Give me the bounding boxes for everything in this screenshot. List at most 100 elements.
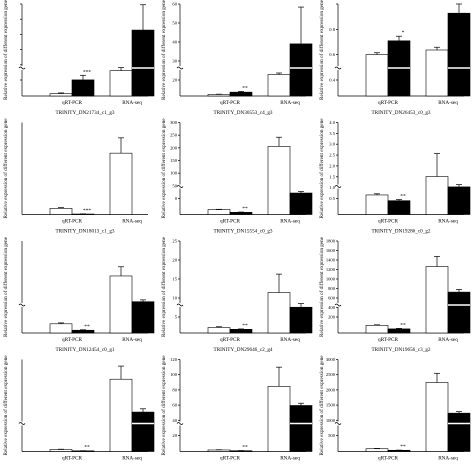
y-axis-label: Relative expression of different express… [160, 118, 167, 219]
significance-label: ** [242, 206, 248, 212]
y-axis-label: Relative expression of different express… [318, 0, 325, 100]
bar [447, 291, 471, 334]
bar [207, 94, 231, 97]
bar [447, 12, 471, 97]
bar [425, 49, 449, 97]
bar [425, 266, 449, 334]
x-tick-label: RNA-seq [280, 100, 300, 106]
bar [229, 329, 253, 334]
panel-title: TRINITY_DN18013_c1_g3 [55, 229, 114, 235]
y-axis-label: Relative expression of different express… [2, 355, 9, 456]
bar [267, 292, 291, 334]
chart-panel-8: Relative expression of different express… [160, 236, 313, 353]
axis-break-mark [334, 422, 342, 425]
chart-panel-10: Relative expression of different express… [2, 355, 155, 462]
bar [229, 212, 253, 215]
bar [71, 329, 95, 334]
axis-break-mark [18, 303, 26, 307]
y-tick-label: 4.0 [329, 120, 335, 125]
y-tick-label: 150 [170, 158, 178, 163]
x-tick-label: qRT-PCR [378, 337, 399, 343]
bar [229, 91, 253, 97]
y-tick-label: 0.5 [329, 196, 335, 201]
significance-label: ** [400, 194, 406, 200]
x-tick-label: RNA-seq [122, 100, 142, 106]
y-axis-label: Relative expression of different express… [318, 118, 325, 219]
y-tick-label: 600 [328, 296, 336, 301]
bar [49, 449, 73, 452]
y-tick-label: 1600 [326, 248, 336, 253]
significance-label: ** [400, 322, 406, 328]
bar [425, 382, 449, 452]
y-tick-label: 1000 [326, 418, 336, 423]
x-tick-label: qRT-PCR [220, 100, 241, 106]
chart-panel-12: Relative expression of different express… [318, 355, 471, 462]
x-tick-label: qRT-PCR [378, 456, 399, 462]
y-tick-label: 40 [172, 40, 177, 45]
chart-panel-6: Relative expression of different express… [318, 118, 471, 235]
x-tick-label: qRT-PCR [62, 337, 83, 343]
panel-title: TRINITY_DN21734_c1_g3 [55, 110, 114, 116]
y-tick-label: 800 [328, 286, 336, 291]
y-tick-label: 120 [170, 357, 178, 362]
y-tick-label: 80 [172, 387, 177, 392]
axis-break-mark [18, 422, 26, 425]
bar [109, 275, 133, 334]
chart-panel-1: Relative expression of different express… [2, 0, 155, 116]
y-tick-label: 20 [172, 258, 177, 263]
y-tick-label: 50 [172, 21, 177, 26]
x-tick-label: RNA-seq [438, 337, 458, 343]
bar [387, 328, 411, 334]
panel-title: TRINITY_DN12454_c0_g1 [55, 347, 114, 353]
y-tick-label: 0.8 [329, 27, 335, 32]
y-tick-label: 500 [328, 433, 336, 438]
y-axis-label: Relative expression of different express… [2, 118, 9, 219]
bar [289, 192, 313, 215]
y-tick-label: 3.5 [329, 131, 335, 136]
x-tick-label: qRT-PCR [220, 337, 241, 343]
y-tick-label: 1000 [326, 277, 336, 282]
bar [109, 378, 133, 452]
bar [49, 93, 73, 97]
bar [207, 327, 231, 334]
bar [289, 306, 313, 334]
panel-title: TRINITY_DN26453_c0_g3 [371, 110, 430, 116]
panel-title: TRINITY_DN15554_c0_g3 [213, 229, 272, 235]
bar [109, 70, 133, 97]
significance-label: *** [83, 208, 92, 214]
y-tick-label: 0 [175, 196, 178, 201]
chart-panel-7: Relative expression of different express… [2, 236, 155, 353]
bar [425, 176, 449, 215]
axis-break-mark [18, 66, 26, 70]
x-tick-label: qRT-PCR [62, 100, 83, 106]
x-tick-label: RNA-seq [122, 219, 142, 225]
panel-title: TRINITY_DN30553_c4_g3 [213, 110, 272, 116]
significance-label: ** [242, 445, 248, 451]
y-tick-label: 0.6 [329, 52, 335, 57]
x-tick-label: qRT-PCR [378, 100, 399, 106]
panel-title: TRINITY_DN19286_c0_g2 [371, 229, 430, 235]
y-axis-label: Relative expression of different express… [160, 0, 167, 100]
chart-panel-4: Relative expression of different express… [2, 118, 148, 235]
bar [131, 411, 155, 452]
bar [365, 194, 389, 215]
x-tick-label: qRT-PCR [378, 219, 399, 225]
significance-label: *** [83, 69, 92, 75]
y-axis-label: Relative expression of different express… [318, 236, 325, 337]
y-tick-label: 60 [172, 2, 177, 7]
y-tick-label: 1.0 [329, 185, 335, 190]
significance-label: ** [84, 445, 90, 451]
significance-label: ** [84, 324, 90, 330]
panel-title: TRINITY_DN19656_c3_g2 [371, 347, 430, 353]
y-tick-label: 15 [172, 277, 177, 282]
x-tick-label: qRT-PCR [62, 219, 83, 225]
y-axis-label: Relative expression of different express… [160, 236, 167, 337]
y-tick-label: 2.0 [329, 163, 335, 168]
x-tick-label: RNA-seq [438, 219, 458, 225]
y-tick-label: 10 [172, 296, 177, 301]
y-tick-label: 200 [328, 315, 336, 320]
significance-label: ** [400, 444, 406, 450]
y-axis-label: Relative expression of different express… [318, 355, 325, 456]
y-tick-label: 300 [170, 120, 178, 125]
y-tick-label: 50 [172, 183, 177, 188]
